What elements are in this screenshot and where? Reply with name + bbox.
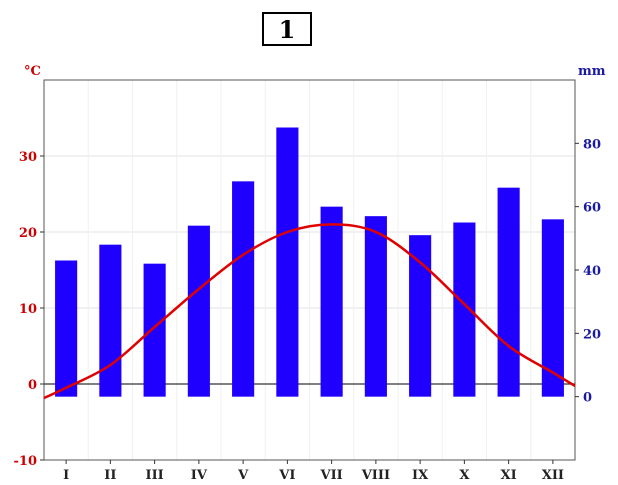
y-right-tick-label: 40 — [583, 264, 601, 279]
precipitation-bar — [143, 263, 166, 397]
precipitation-bar — [364, 216, 387, 397]
y-right-tick-label: 20 — [583, 327, 601, 342]
temperature-line — [43, 223, 576, 400]
x-tick-label: II — [104, 468, 116, 483]
x-tick-label: V — [237, 468, 249, 483]
y-left-tick-label: 0 — [28, 378, 37, 393]
y-left-axis-label: °C — [24, 64, 41, 79]
precipitation-bar — [453, 222, 476, 397]
chart-number-badge: 1 — [262, 12, 312, 46]
grid-lines — [44, 80, 575, 460]
y-right-tick-label: 0 — [583, 391, 592, 406]
x-tick-label: IX — [412, 468, 429, 483]
y-left-ticks: -10 0 10 20 30 — [14, 150, 44, 469]
y-left-tick-label: 30 — [19, 150, 37, 165]
x-tick-label: X — [459, 468, 470, 483]
y-right-ticks: 0 20 40 60 80 — [575, 137, 601, 406]
y-right-axis-label: mm — [578, 64, 606, 79]
y-right-tick-label: 80 — [583, 137, 601, 152]
y-left-tick-label: -10 — [14, 454, 38, 469]
x-tick-label: VII — [320, 468, 343, 483]
precipitation-bar — [187, 225, 210, 397]
x-tick-label: I — [63, 468, 69, 483]
y-right-tick-label: 60 — [583, 201, 601, 216]
y-left-tick-label: 10 — [19, 302, 37, 317]
precipitation-bar — [232, 181, 255, 397]
x-tick-label: III — [146, 468, 164, 483]
precipitation-bar — [99, 244, 122, 397]
precipitation-bar — [276, 127, 299, 397]
precipitation-bar — [320, 206, 343, 397]
precipitation-bar — [541, 219, 564, 397]
precipitation-bar — [55, 260, 78, 397]
precipitation-bars — [55, 127, 564, 397]
x-tick-label: XII — [542, 468, 564, 483]
x-tick-label: IV — [191, 468, 208, 483]
x-tick-label: VIII — [361, 468, 390, 483]
precipitation-bar — [497, 187, 520, 397]
x-tick-label: VI — [278, 468, 295, 483]
x-axis-ticks: I II III IV V VI VII VIII IX X XI XII — [63, 460, 564, 483]
x-tick-label: XI — [501, 468, 517, 483]
precipitation-bar — [409, 235, 432, 397]
y-left-tick-label: 20 — [19, 226, 37, 241]
